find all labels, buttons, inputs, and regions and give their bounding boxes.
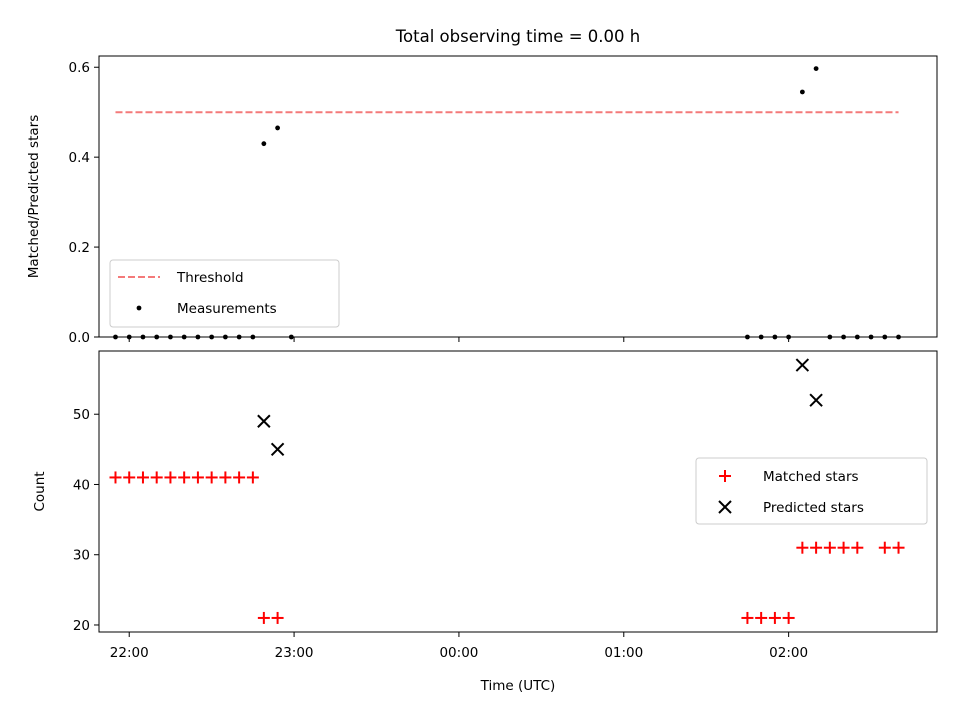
legend-matched-marker: [719, 470, 731, 482]
matched-star-point: [810, 541, 823, 554]
legend-matched-label: Matched stars: [763, 469, 859, 485]
measurement-point: [275, 125, 280, 131]
legend-measurements-label: Measurements: [177, 301, 277, 317]
bottom-plot-area: [109, 358, 905, 624]
measurement-point: [813, 66, 819, 71]
legend-matched-plus-icon: [719, 470, 731, 482]
top-y-axis-label: Matched/Predicted stars: [26, 115, 42, 278]
top-y-tick-label: 0.4: [69, 150, 90, 166]
bottom-legend: Matched stars Predicted stars: [695, 457, 928, 525]
matched-star-point: [233, 471, 246, 484]
matched-star-point: [851, 541, 864, 554]
predicted-star-point: [257, 414, 271, 428]
matched-star-point: [892, 541, 905, 554]
predicted-star-point-b: [809, 393, 823, 407]
bottom-x-tick-label: 01:00: [604, 645, 643, 661]
matched-star-point: [271, 611, 284, 624]
matched-star-point: [150, 471, 163, 484]
legend-predicted-marker: [718, 500, 732, 514]
predicted-star-point-b: [270, 442, 285, 457]
top-y-tick-label: 0.0: [69, 330, 90, 346]
top-ticks: 0.0 0.2 0.4 0.6: [69, 60, 790, 346]
matched-star-point: [796, 541, 809, 554]
legend-predicted-label: Predicted stars: [763, 500, 864, 516]
bottom-y-axis-label: Count: [32, 471, 48, 511]
bottom-ticks: 20 30 40 50 22:00 23:00 00:00 01:00 02:00: [73, 407, 808, 661]
bottom-axes-frame: [98, 350, 938, 633]
bottom-x-tick-label: 02:00: [769, 645, 808, 661]
top-panel: 0.0 0.2 0.4 0.6 Matched/Predicted stars Thr…: [26, 55, 938, 346]
matched-star-point: [741, 611, 754, 624]
measurement-point: [261, 141, 267, 147]
bottom-y-tick-label: 30: [73, 548, 90, 564]
top-legend-box: [109, 259, 340, 328]
bottom-x-axis-label: Time (UTC): [480, 678, 556, 694]
legend-predicted-marker-b: [718, 500, 732, 514]
predicted-star-point-b: [795, 358, 810, 372]
legend-threshold-label: Threshold: [176, 270, 244, 286]
matched-star-point: [205, 471, 218, 484]
matched-star-point: [219, 471, 232, 484]
predicted-star-point: [809, 393, 823, 407]
bottom-y-tick-label: 50: [73, 407, 90, 423]
bottom-x-tick-label: 22:00: [110, 645, 149, 661]
predicted-star-point: [795, 358, 810, 372]
predicted-star-point-b: [257, 414, 271, 428]
matched-star-point: [782, 611, 795, 624]
predicted-star-point: [270, 442, 285, 457]
top-y-tick-label: 0.6: [69, 60, 90, 76]
bottom-y-tick-label: 40: [73, 477, 90, 493]
matched-star-point: [123, 471, 136, 484]
top-y-tick-label: 0.2: [69, 240, 90, 256]
matched-star-point: [136, 471, 149, 484]
bottom-x-tick-label: 00:00: [439, 645, 478, 661]
matched-star-point: [164, 471, 177, 484]
bottom-x-tick-label: 23:00: [275, 645, 314, 661]
matched-star-point: [823, 541, 836, 554]
matched-star-point: [768, 611, 781, 624]
matched-star-point: [837, 541, 850, 554]
matched-star-point: [755, 611, 768, 624]
matched-star-point: [178, 471, 191, 484]
bottom-y-tick-label: 20: [73, 618, 90, 634]
matched-star-point: [878, 541, 891, 554]
legend-predicted-x-icon: [718, 500, 732, 514]
matched-star-point: [109, 471, 122, 484]
matched-star-point: [257, 611, 270, 624]
matched-star-point: [246, 471, 259, 484]
matched-star-point: [191, 471, 204, 484]
bottom-legend-box: [695, 457, 928, 525]
top-legend: Threshold Measurements: [109, 259, 340, 328]
legend-measurements-dot-icon: [136, 305, 142, 311]
top-axes-frame: [98, 55, 938, 338]
measurement-point: [799, 89, 805, 95]
figure-title: Total observing time = 0.00 h: [395, 27, 640, 46]
